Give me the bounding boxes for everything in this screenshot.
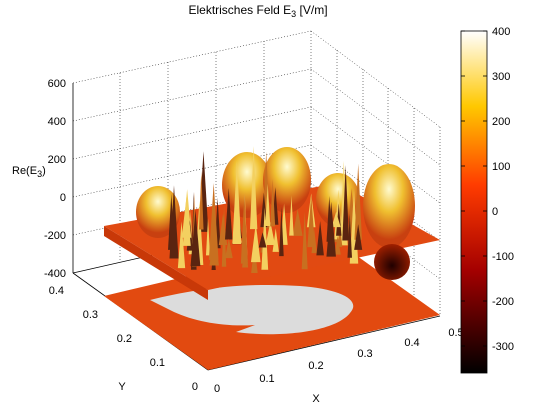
surface-spike [250, 223, 261, 263]
surface-spike [354, 163, 362, 240]
surface-spike [347, 213, 352, 258]
surface-spike [249, 145, 258, 230]
surface-spike [265, 221, 276, 246]
y-tick: 0.1 [150, 357, 165, 369]
x-tick: 0.3 [357, 348, 372, 360]
colorbar-ticks: 400 300 200 100 0 -100 -200 -300 [461, 26, 514, 353]
x-axis-ticks: 0 0.1 0.2 0.3 0.4 0.5 [214, 327, 464, 395]
peak [263, 147, 311, 213]
colorbar-tick-label: 100 [492, 161, 510, 173]
z-axis-label: Re(E3) [12, 165, 46, 179]
surface-spike [208, 182, 219, 260]
z-axis-ticks: 600 400 200 0 -200 -400 [44, 78, 66, 280]
surface-spike [224, 238, 233, 259]
y-tick: 0 [192, 381, 198, 393]
surface-spike [270, 179, 276, 227]
z-tick: -400 [44, 268, 66, 280]
surface-spike [354, 224, 363, 250]
x-tick: 0 [214, 383, 220, 395]
z-tick: 400 [48, 116, 66, 128]
y-tick: 0.3 [83, 309, 98, 321]
surface-spike [258, 232, 267, 248]
surface-spike [336, 203, 342, 236]
base-plane [104, 241, 440, 370]
x-tick: 0.5 [448, 327, 463, 339]
x-tick: 0.4 [404, 337, 419, 349]
surface-spike [240, 193, 248, 264]
surface-spike [272, 228, 279, 252]
y-tick: 0.4 [49, 285, 64, 297]
surface-spike [199, 170, 204, 230]
colorbar-tick-label: -200 [492, 296, 514, 308]
z-tick: -200 [44, 230, 66, 242]
surface-spike [326, 201, 336, 257]
peak [136, 186, 180, 238]
peak [222, 152, 272, 218]
x-axis-label: X [312, 393, 320, 405]
surface-spike [301, 211, 308, 270]
surface-spike [289, 195, 294, 236]
z-tick: 600 [48, 78, 66, 90]
colorbar-tick-label: -100 [492, 251, 514, 263]
colorbar: 400 300 200 100 0 -100 -200 -300 [460, 26, 514, 374]
surface-spike [177, 221, 186, 269]
surface-spike [292, 208, 303, 236]
surface-spike [242, 240, 249, 268]
colorbar-tick-label: 200 [492, 116, 510, 128]
peak [363, 164, 415, 248]
surface-spike [279, 206, 284, 257]
surface-spike [224, 187, 233, 240]
dip [374, 244, 410, 280]
surface-spike [331, 211, 341, 228]
colorbar-tick-label: 400 [492, 26, 510, 38]
y-tick: 0.2 [117, 333, 132, 345]
y-axis-ticks: 0.4 0.3 0.2 0.1 0 [49, 285, 198, 393]
surface-spike [169, 185, 179, 259]
surface-spike [260, 192, 268, 228]
surface-spike [205, 218, 211, 256]
surface-spike [265, 183, 271, 226]
z-tick: 200 [48, 154, 66, 166]
chart-title: Elektrisches Feld E3 [V/m] [188, 3, 327, 19]
z-tick: 0 [60, 192, 66, 204]
surface-spike [337, 225, 343, 247]
surface-spike [316, 221, 324, 256]
surface-spike [261, 207, 269, 270]
surface-spike [190, 209, 201, 267]
colorbar-tick-label: -300 [492, 341, 514, 353]
y-axis-label: Y [118, 381, 126, 393]
surface-spike [342, 164, 349, 241]
surface-spikes [168, 145, 363, 274]
surface-spike [182, 200, 191, 246]
x-tick: 0.1 [259, 373, 274, 385]
colorbar-tick-label: 300 [492, 71, 510, 83]
surface-spike [232, 160, 242, 244]
colorbar-tick-label: 0 [492, 206, 498, 218]
x-tick: 0.2 [308, 360, 323, 372]
surface [104, 145, 440, 300]
surface-spike [307, 195, 316, 248]
surface-spike [218, 213, 228, 246]
projection-shape [150, 284, 354, 335]
